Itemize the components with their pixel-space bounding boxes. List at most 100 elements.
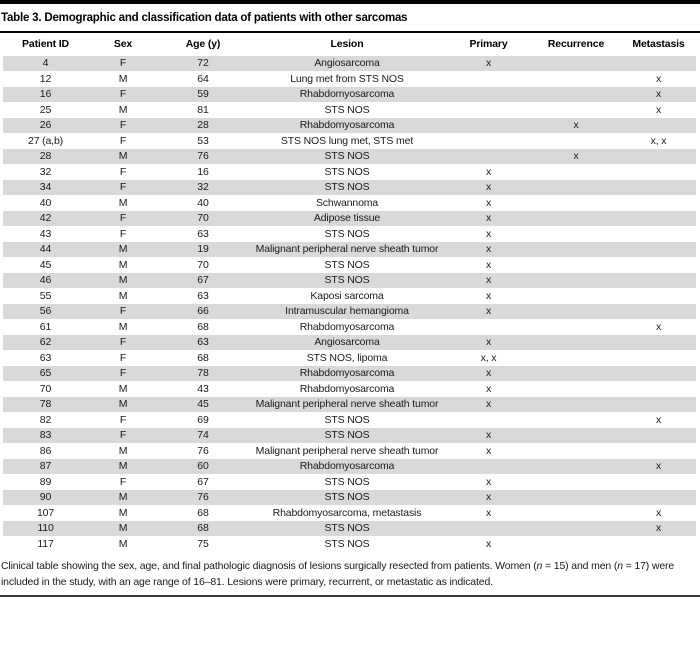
table-cell: x [485, 444, 492, 457]
title-rule [0, 31, 700, 33]
table-cell: 65 [3, 365, 88, 381]
table-cell: 55 [39, 289, 52, 302]
table-cell [621, 164, 696, 180]
table-cell: 67 [158, 272, 248, 288]
table-cell: 63 [197, 289, 209, 302]
table-cell: STS NOS [248, 520, 446, 536]
table-cell: F [88, 86, 158, 102]
table-row: 83 F 74 STS NOS x [3, 427, 696, 443]
table-cell: STS NOS [324, 227, 370, 240]
table-cell [621, 210, 696, 226]
table-cell: 68 [158, 520, 248, 536]
table-cell [621, 381, 696, 397]
table-cell: 59 [158, 86, 248, 102]
table-cell: 44 [3, 241, 88, 257]
table-cell: Rhabdomyosarcoma [248, 458, 446, 474]
table-cell [531, 458, 621, 474]
table-cell [621, 272, 696, 288]
header-cell: Metastasis [632, 38, 685, 50]
table-row: 26 F 28 Rhabdomyosarcoma x [3, 117, 696, 133]
table-cell [531, 536, 621, 552]
table-cell: 28 [3, 148, 88, 164]
table-cell: M [118, 537, 128, 550]
table-cell: STS NOS [324, 475, 370, 488]
table-cell: x [446, 303, 531, 319]
table-cell: 12 [39, 72, 52, 85]
table-cell [621, 226, 696, 242]
table-cell [621, 195, 696, 211]
table-row: 25 M 81 STS NOS x [3, 102, 696, 118]
table-title: Table 3. Demographic and classification … [1, 12, 408, 24]
table-cell: x [446, 55, 531, 71]
table-cell: 74 [158, 427, 248, 443]
table-cell: M [88, 489, 158, 505]
table-cell: 81 [197, 103, 209, 116]
table-cell: 70 [158, 210, 248, 226]
table-footnote: Clinical table showing the sex, age, and… [0, 558, 700, 590]
table-cell [531, 257, 621, 273]
table-cell: STS NOS [248, 489, 446, 505]
table-cell: 16 [197, 165, 209, 178]
table-cell [531, 412, 621, 428]
table-row: 28 M 76 STS NOS x [3, 148, 696, 164]
table-cell: x [655, 103, 662, 116]
table-cell: F [88, 303, 158, 319]
table-cell [531, 427, 621, 443]
table-cell: Schwannoma [315, 196, 379, 209]
table-cell: 19 [158, 241, 248, 257]
table-cell: 63 [158, 334, 248, 350]
table-cell: x [485, 196, 492, 209]
table-cell [621, 365, 696, 381]
table-cell: Angiosarcoma [248, 334, 446, 350]
header-cell: Primary [469, 38, 508, 50]
bottom-rule [0, 594, 700, 597]
table-cell: 32 [39, 165, 52, 178]
table-cell: F [119, 351, 127, 364]
table-cell: Lung met from STS NOS [290, 72, 404, 85]
table-row: 56 F 66 Intramuscular hemangioma x [3, 303, 696, 319]
table-cell: 82 [39, 413, 52, 426]
header-cell: Recurrence [547, 38, 605, 50]
table-cell: 53 [197, 134, 209, 147]
footnote-text: = 15) and men ( [542, 559, 618, 572]
table-row: 4 F 72 Angiosarcoma x [3, 55, 696, 71]
table-row: 86 M 76 Malignant peripheral nerve sheath t… [3, 443, 696, 459]
table-cell: STS NOS [248, 427, 446, 443]
table-cell [531, 365, 621, 381]
table-cell [621, 117, 696, 133]
table-cell: x [655, 320, 662, 333]
table-cell: M [118, 444, 128, 457]
table-cell [531, 195, 621, 211]
table-cell: x [621, 458, 696, 474]
table-row: 107 M 68 Rhabdomyosarcoma, metastasis x x [3, 505, 696, 521]
table-cell: STS NOS [324, 413, 370, 426]
table-cell: STS NOS [248, 179, 446, 195]
table-cell: F [119, 165, 127, 178]
table-cell: x [446, 272, 531, 288]
table-cell: x [531, 148, 621, 164]
table-cell: M [118, 72, 128, 85]
table-cell [531, 319, 621, 335]
footnote-italic-n: n [536, 559, 543, 572]
table-cell: x [446, 396, 531, 412]
header-cell: Sex [113, 38, 133, 50]
table-cell: 27 (a,b) [28, 134, 63, 147]
table-cell [621, 288, 696, 304]
table-cell [621, 536, 696, 552]
table-cell: 68 [197, 351, 209, 364]
table-cell: 110 [3, 520, 88, 536]
table-cell [531, 489, 621, 505]
table-cell: 26 [3, 117, 88, 133]
table-cell: M [118, 382, 128, 395]
table-container: Patient ID Sex Age (y) Lesion Primary Recurre… [0, 33, 700, 552]
table-cell: 76 [197, 444, 209, 457]
table-cell: x [446, 334, 531, 350]
table-cell [531, 210, 621, 226]
table-cell: 45 [158, 396, 248, 412]
table-row: 16 F 59 Rhabdomyosarcoma x [3, 86, 696, 102]
table-cell: Intramuscular hemangioma [248, 303, 446, 319]
table-cell: Malignant peripheral nerve sheath tumor [248, 396, 446, 412]
table-cell [621, 55, 696, 71]
table-cell [531, 303, 621, 319]
